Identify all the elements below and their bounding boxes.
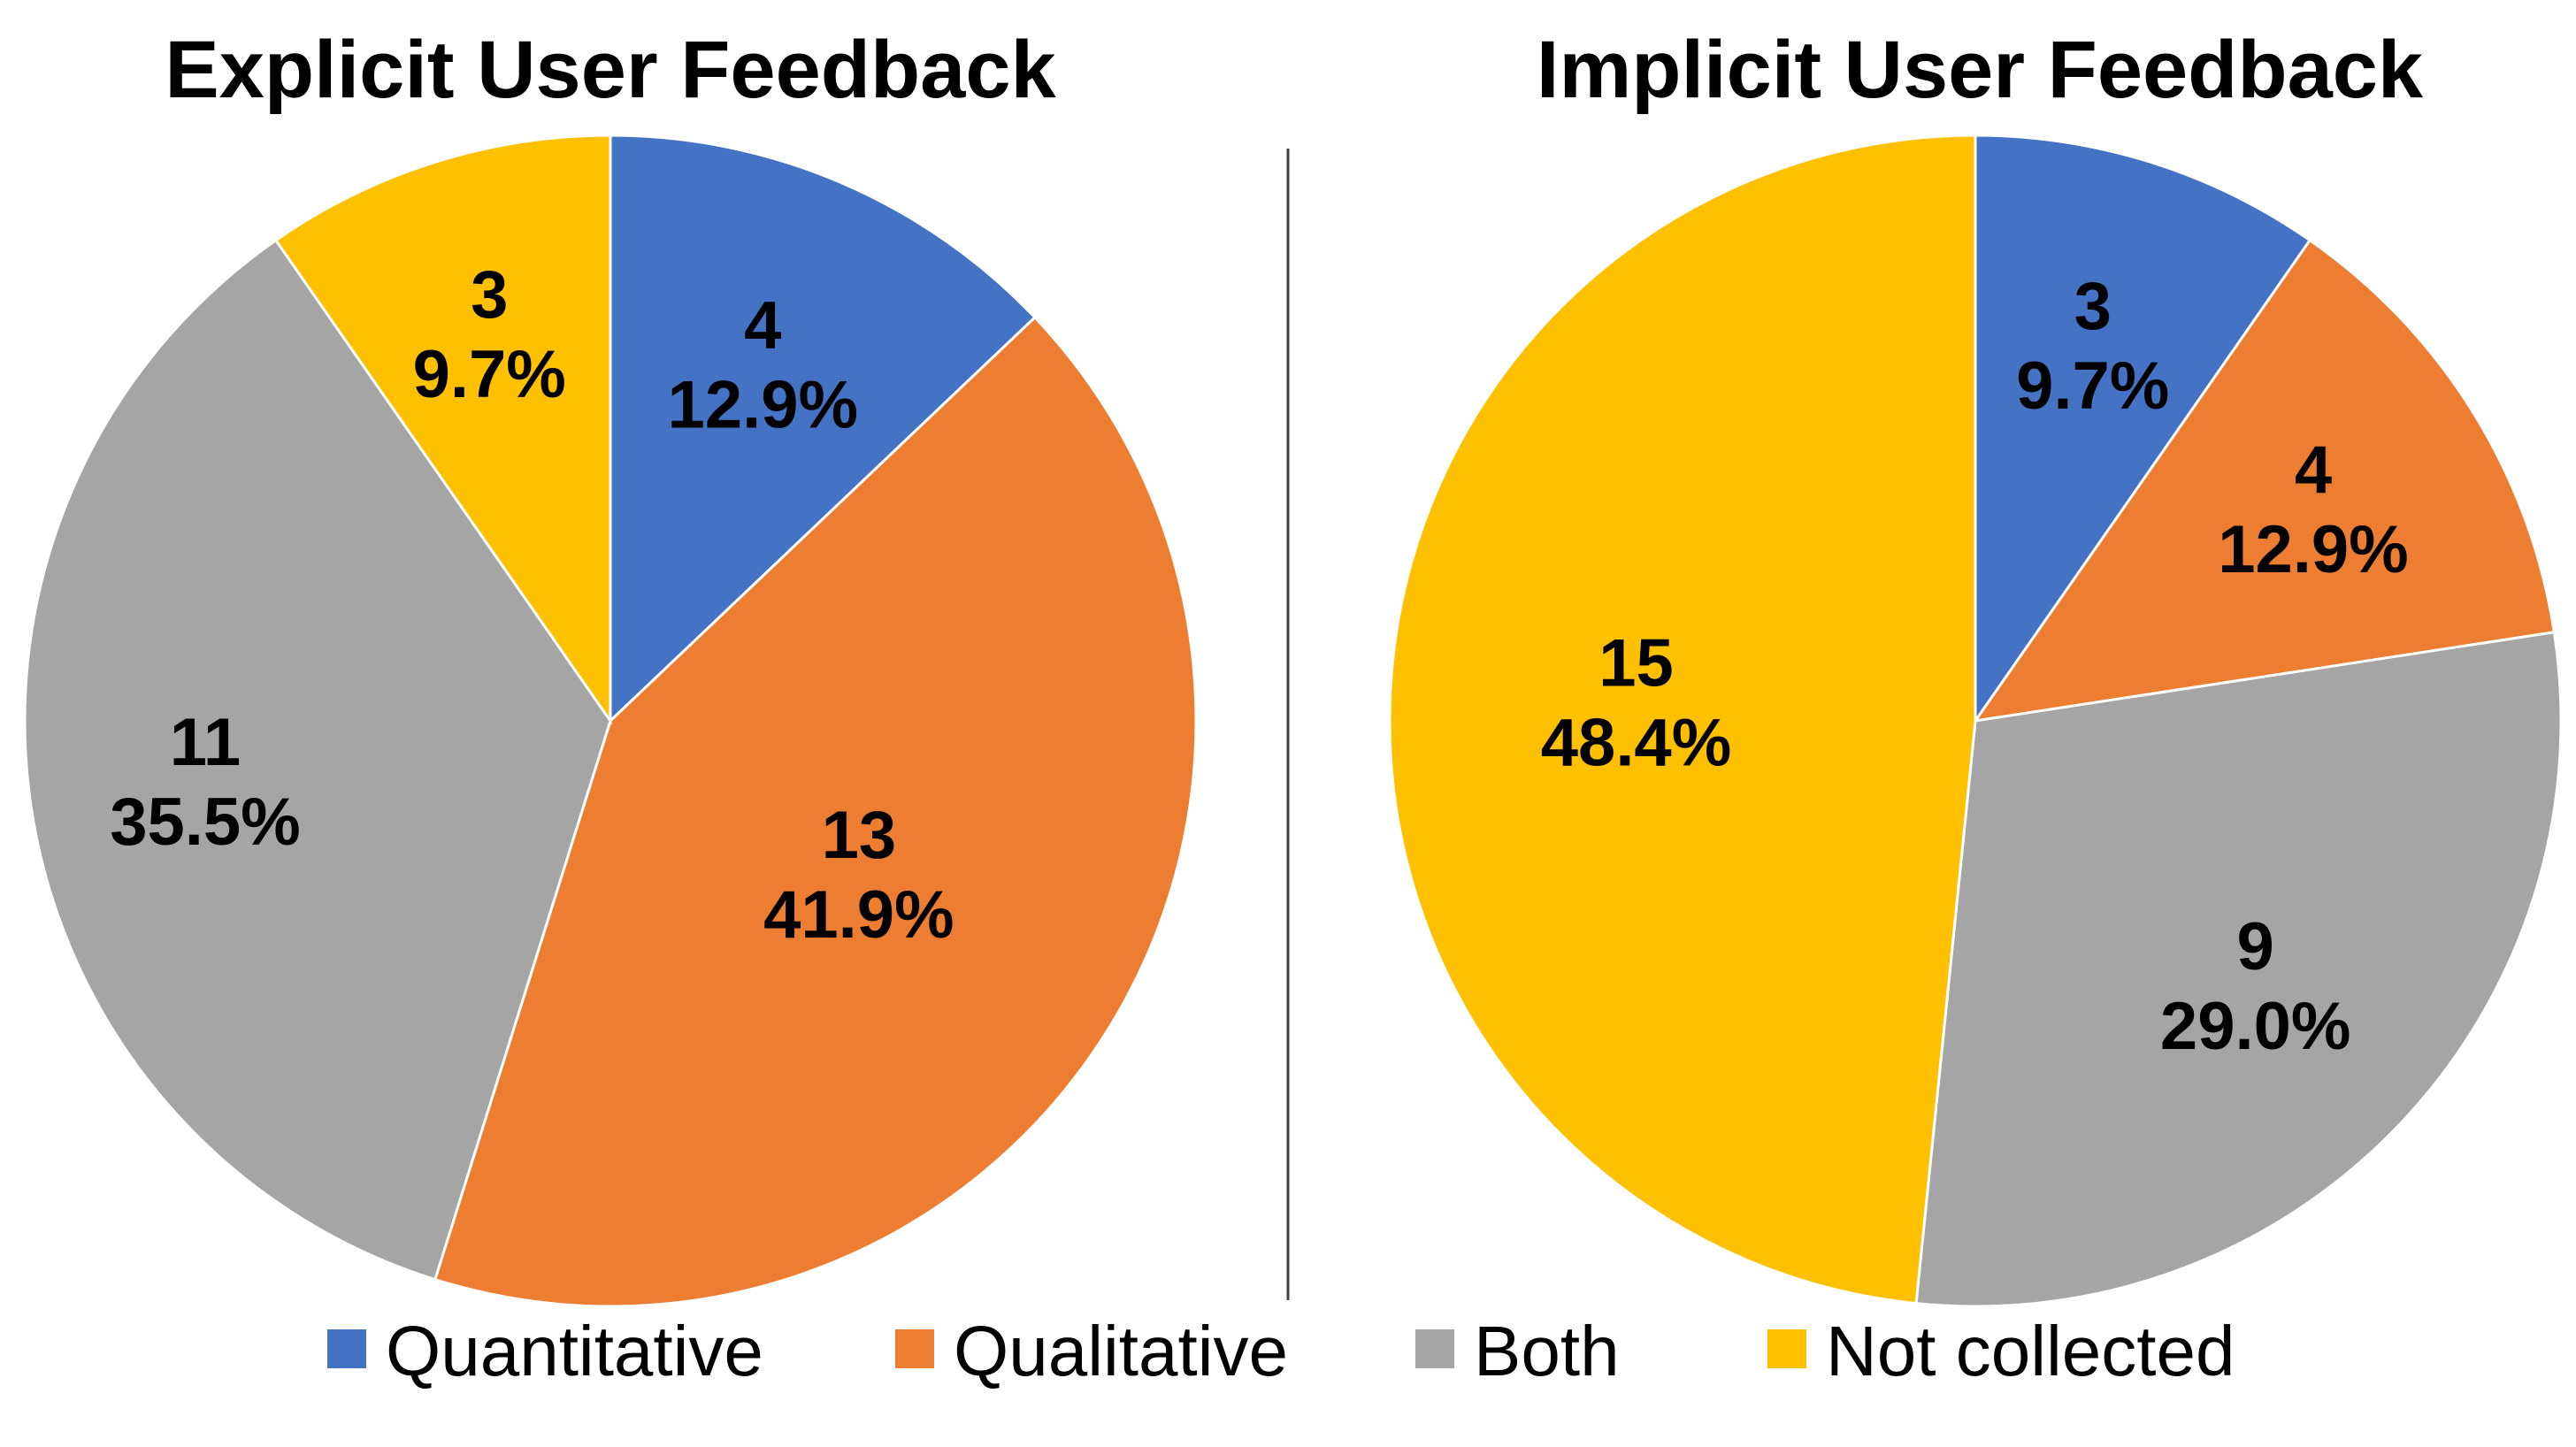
explicit-label-percent-quantitative: 12.9% (668, 367, 859, 442)
implicit-label-percent-quantitative: 9.7% (2016, 348, 2169, 424)
implicit-slice-not-collected (1388, 134, 1977, 1305)
implicit-label-percent-qualitative: 12.9% (2218, 512, 2409, 587)
explicit-label-count-not-collected: 3 (471, 257, 508, 333)
implicit-slice-qualitative (1972, 238, 2557, 724)
legend-swatch-both (1415, 1329, 1454, 1368)
implicit-label-count-quantitative: 3 (2074, 269, 2112, 344)
explicit-label-percent-qualitative: 41.9% (763, 877, 954, 953)
legend-swatch-not-collected (1767, 1329, 1806, 1368)
implicit-slice-both (1914, 631, 2563, 1308)
legend-label-both: Both (1474, 1312, 1620, 1390)
explicit-label-count-quantitative: 4 (744, 287, 781, 363)
legend-label-not-collected: Not collected (1826, 1312, 2235, 1390)
implicit-label-count-qualitative: 4 (2295, 433, 2332, 508)
explicit-slice-both (23, 238, 612, 1282)
implicit-label-percent-both: 29.0% (2160, 989, 2351, 1064)
explicit-slice-qualitative (433, 315, 1198, 1308)
implicit-label-count-not-collected: 15 (1598, 626, 1674, 701)
explicit-label-count-qualitative: 13 (822, 798, 897, 873)
explicit-slice-not-collected (273, 134, 612, 725)
legend-swatch-qualitative (895, 1329, 934, 1368)
implicit-label-percent-not-collected: 48.4% (1541, 706, 1732, 781)
legend-label-qualitative: Qualitative (954, 1312, 1288, 1390)
explicit-slice-quantitative (609, 134, 1037, 724)
legend-label-quantitative: Quantitative (386, 1312, 763, 1390)
explicit-label-percent-not-collected: 9.7% (413, 337, 566, 412)
implicit-label-count-both: 9 (2237, 909, 2274, 984)
implicit-chart-title: Implicit User Feedback (1537, 25, 2424, 115)
explicit-chart-title: Explicit User Feedback (165, 25, 1056, 115)
explicit-label-percent-both: 35.5% (110, 785, 301, 860)
explicit-label-count-both: 11 (170, 705, 241, 780)
implicit-slice-quantitative (1974, 134, 2312, 725)
legend-swatch-quantitative (327, 1329, 366, 1368)
legend: Quantitative Qualitative Both Not collected (327, 1312, 2235, 1390)
